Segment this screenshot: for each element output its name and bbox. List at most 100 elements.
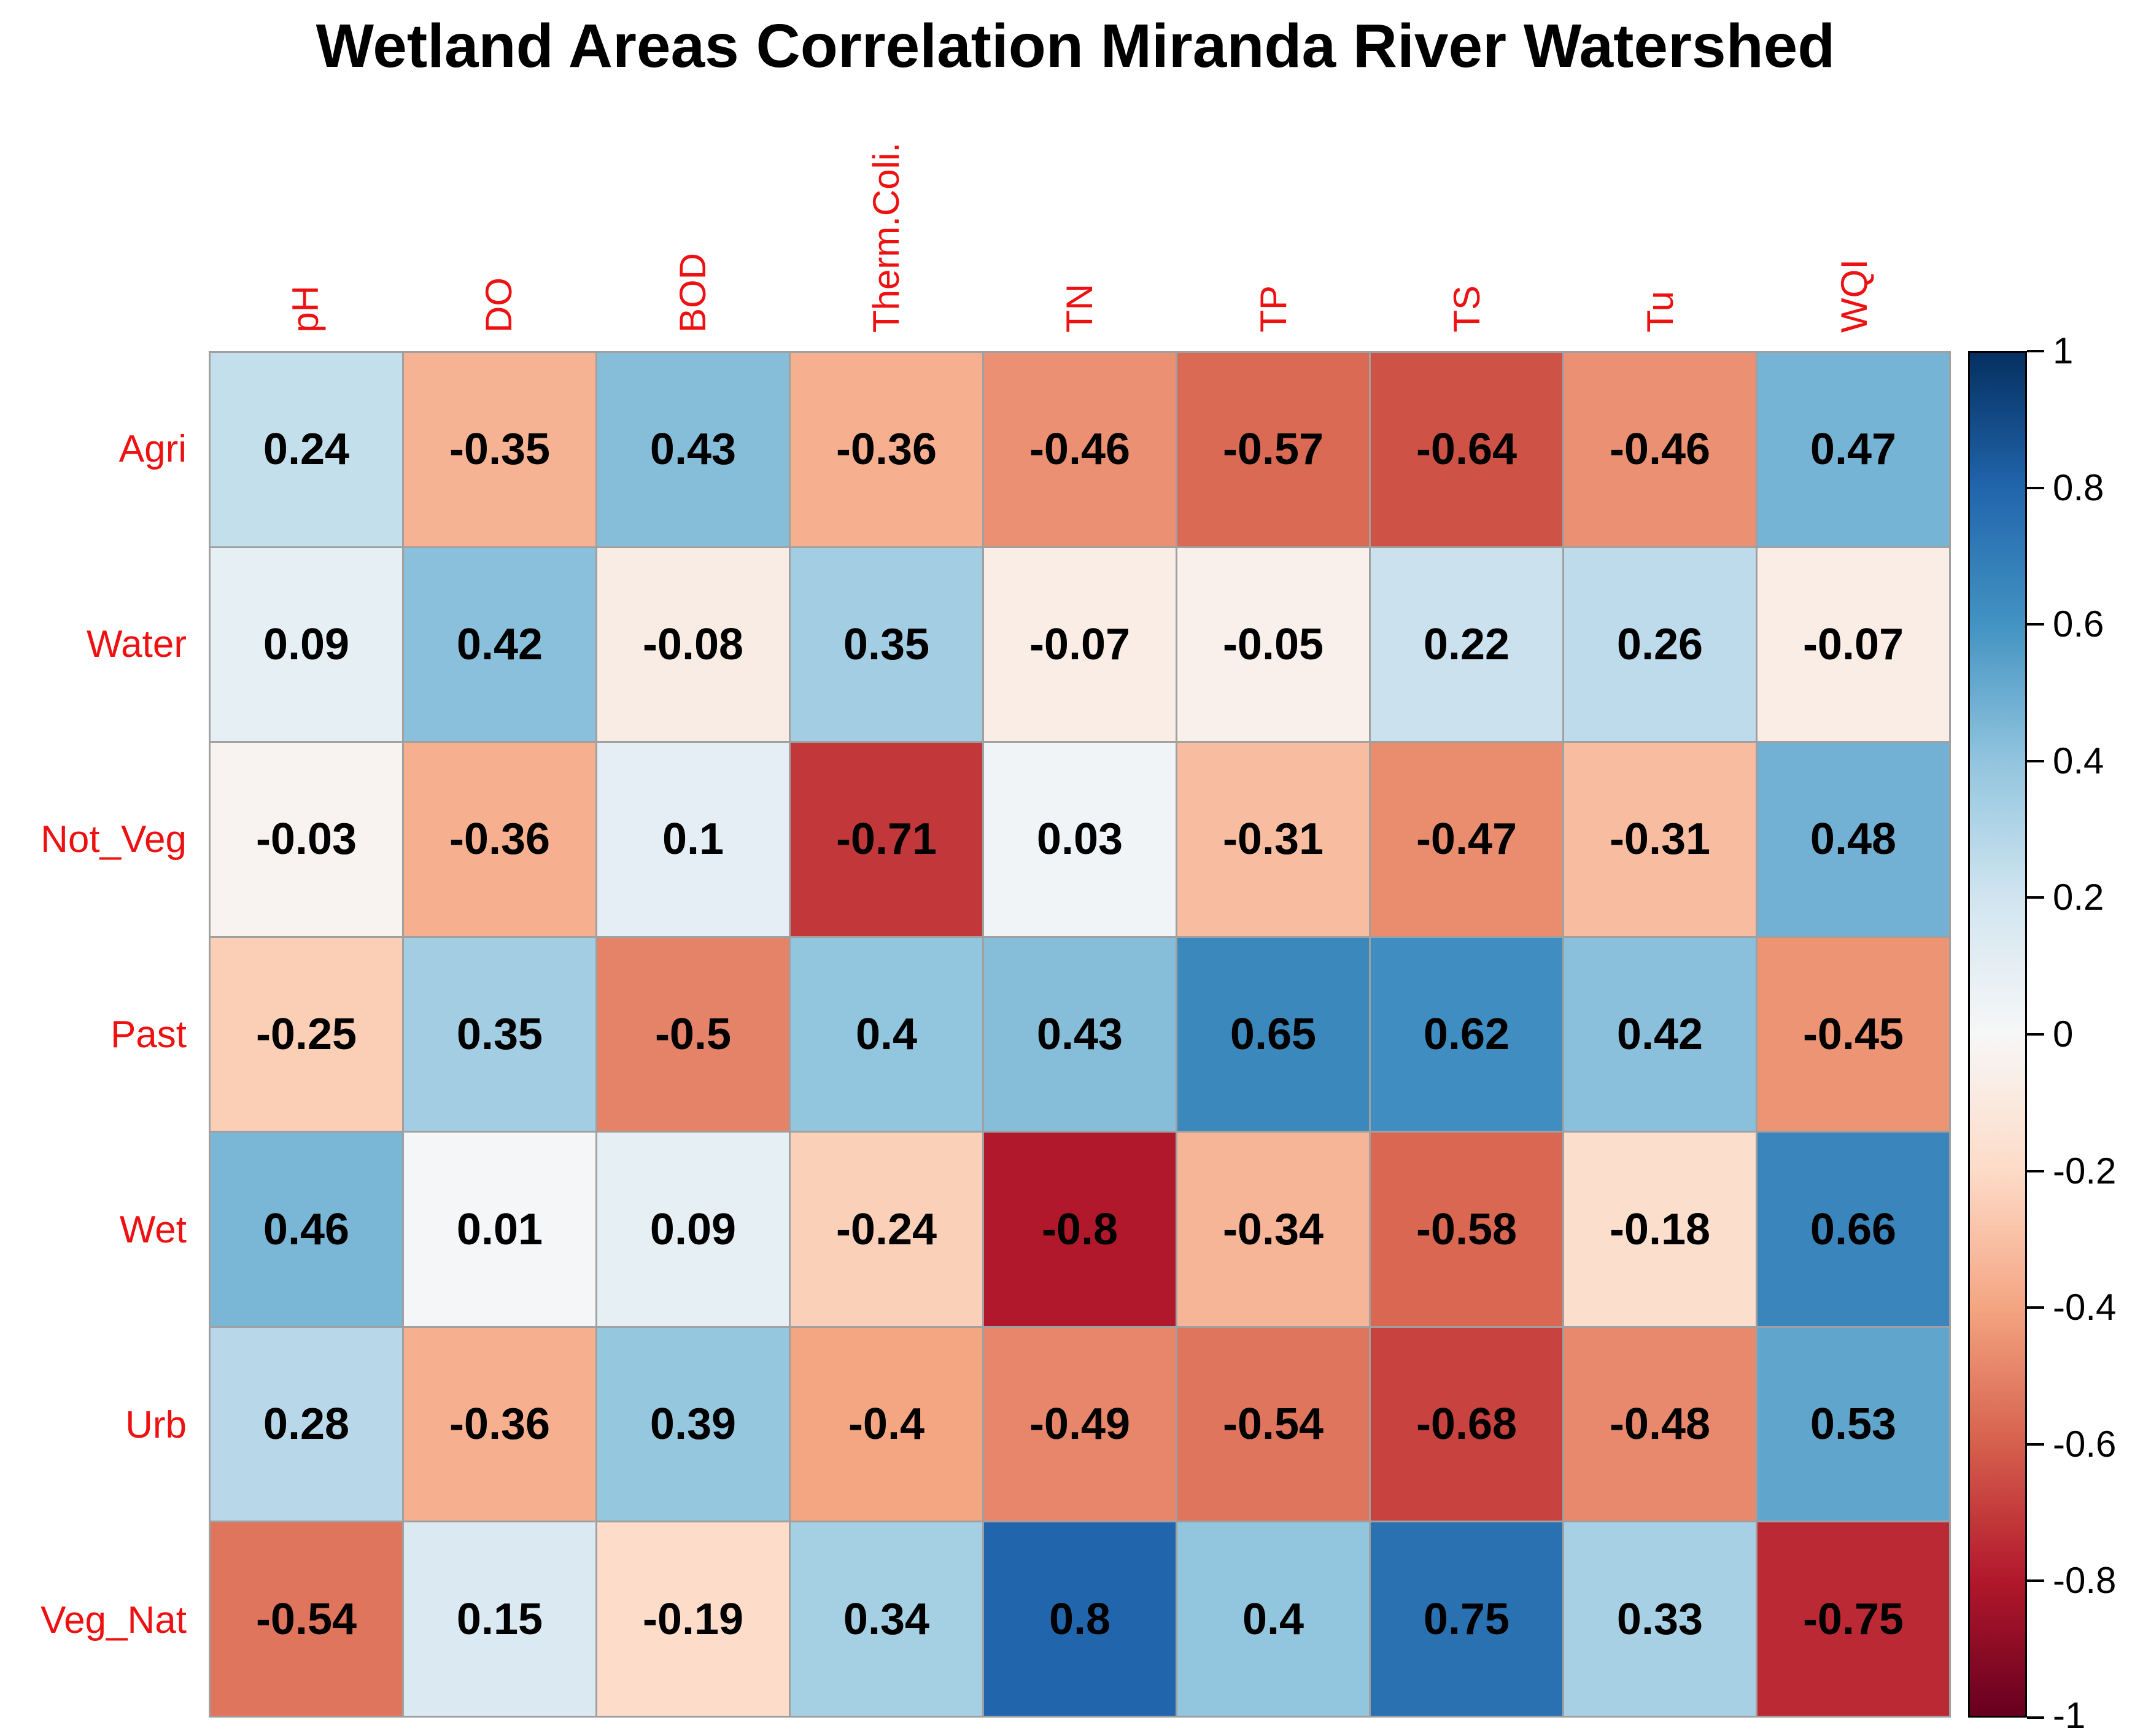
colorbar-tick-label: -0.4	[2053, 1287, 2117, 1328]
heatmap-cell: 0.09	[211, 548, 402, 742]
heatmap-cell: -0.05	[1177, 548, 1369, 742]
colorbar-tick	[2027, 623, 2044, 626]
colorbar-tick	[2027, 759, 2044, 762]
colorbar-tick-label: -0.8	[2053, 1560, 2117, 1602]
column-label-text: Therm.Coli.	[866, 142, 907, 333]
colorbar-tick	[2027, 1306, 2044, 1309]
colorbar-tick-label: 0.8	[2053, 467, 2104, 508]
heatmap-cell: 0.03	[984, 743, 1176, 936]
heatmap-cell: -0.54	[1177, 1327, 1369, 1521]
heatmap-cell: 0.8	[984, 1522, 1176, 1716]
column-label-text: Tu	[1640, 291, 1681, 333]
heatmap-cell: 0.53	[1758, 1327, 1949, 1521]
colorbar-tick-label: 0	[2053, 1013, 2074, 1055]
heatmap-cell: -0.64	[1371, 353, 1562, 546]
colorbar-tick	[2027, 1169, 2044, 1172]
colorbar-tick-label: 0.2	[2053, 877, 2104, 918]
heatmap-cell: -0.45	[1758, 937, 1949, 1131]
colorbar-tick-label: -0.6	[2053, 1423, 2117, 1465]
heatmap-cell: -0.36	[404, 743, 595, 936]
column-label-text: pH	[285, 285, 327, 333]
heatmap-cell: -0.24	[791, 1133, 982, 1326]
heatmap-cell: 0.43	[597, 353, 789, 546]
heatmap-cell: 0.4	[791, 937, 982, 1131]
colorbar-tick-label: 0.4	[2053, 740, 2104, 781]
heatmap-cell: 0.26	[1564, 548, 1756, 742]
heatmap-cell: -0.03	[211, 743, 402, 936]
column-label: Therm.Coli.	[789, 79, 983, 333]
heatmap-cell: -0.19	[597, 1522, 789, 1716]
heatmap-cell: -0.31	[1564, 743, 1756, 936]
column-label-text: TP	[1252, 285, 1294, 333]
heatmap-grid: 0.24 -0.35 0.43 -0.36 -0.46 -0.57 -0.64 -0.46 0.…	[209, 351, 1951, 1718]
colorbar-tick	[2027, 1579, 2044, 1583]
column-label-text: BOD	[672, 252, 713, 333]
heatmap-cell: -0.71	[791, 743, 982, 936]
colorbar-tick	[2027, 486, 2044, 489]
heatmap-cell: 0.33	[1564, 1522, 1756, 1716]
colorbar-tick-label: 0.6	[2053, 603, 2104, 645]
column-label-text: DO	[478, 277, 520, 333]
heatmap-cell: 0.46	[211, 1133, 402, 1326]
heatmap-cell: -0.75	[1758, 1522, 1949, 1716]
heatmap-cell: -0.18	[1564, 1133, 1756, 1326]
colorbar-tick	[2027, 896, 2044, 899]
heatmap-cell: 0.75	[1371, 1522, 1562, 1716]
column-label: BOD	[596, 79, 789, 333]
row-label: Wet	[119, 1208, 187, 1251]
column-label-text: WQI	[1833, 259, 1875, 333]
colorbar-tick-label: 1	[2053, 330, 2074, 371]
chart-title: Wetland Areas Correlation Miranda River …	[316, 12, 1835, 80]
heatmap-cell: -0.68	[1371, 1327, 1562, 1521]
heatmap-cell: 0.47	[1758, 353, 1949, 546]
colorbar-tick-label: -0.2	[2053, 1150, 2117, 1192]
heatmap-cell: -0.36	[791, 353, 982, 546]
heatmap-cell: -0.8	[984, 1133, 1176, 1326]
column-label: TS	[1370, 79, 1564, 333]
heatmap-cell: -0.5	[597, 937, 789, 1131]
colorbar	[1968, 351, 2027, 1718]
heatmap-cell: -0.57	[1177, 353, 1369, 546]
heatmap-cell: 0.42	[1564, 937, 1756, 1131]
row-label: Veg_Nat	[41, 1598, 187, 1641]
row-label: Urb	[125, 1403, 187, 1446]
column-label: Tu	[1564, 79, 1757, 333]
heatmap-cell: -0.34	[1177, 1133, 1369, 1326]
heatmap-cell: 0.4	[1177, 1522, 1369, 1716]
heatmap-cell: -0.07	[984, 548, 1176, 742]
colorbar-tick-label: -1	[2053, 1695, 2086, 1736]
heatmap-cell: 0.66	[1758, 1133, 1949, 1326]
heatmap-cell: -0.07	[1758, 548, 1949, 742]
column-label: DO	[402, 79, 595, 333]
heatmap-cell: 0.65	[1177, 937, 1369, 1131]
colorbar-tick	[2027, 350, 2044, 352]
heatmap-cell: 0.35	[404, 937, 595, 1131]
heatmap-cell: 0.34	[791, 1522, 982, 1716]
heatmap-cell: 0.28	[211, 1327, 402, 1521]
heatmap-cell: 0.62	[1371, 937, 1562, 1131]
row-label: Past	[110, 1013, 187, 1056]
column-label-text: TS	[1446, 285, 1488, 333]
heatmap-cell: -0.25	[211, 937, 402, 1131]
colorbar-tick	[2027, 1443, 2044, 1446]
colorbar-tick	[2027, 1716, 2044, 1719]
heatmap-cell: 0.15	[404, 1522, 595, 1716]
colorbar-tick	[2027, 1033, 2044, 1036]
heatmap-cell: 0.1	[597, 743, 789, 936]
heatmap-cell: -0.4	[791, 1327, 982, 1521]
column-label: pH	[209, 79, 402, 333]
heatmap-cell: -0.08	[597, 548, 789, 742]
heatmap-cell: 0.22	[1371, 548, 1562, 742]
heatmap-cell: -0.58	[1371, 1133, 1562, 1326]
heatmap-cell: -0.46	[1564, 353, 1756, 546]
column-label: WQI	[1758, 79, 1951, 333]
heatmap-cell: -0.36	[404, 1327, 595, 1521]
column-label-text: TN	[1059, 284, 1101, 333]
heatmap-cell: 0.48	[1758, 743, 1949, 936]
heatmap-cell: -0.48	[1564, 1327, 1756, 1521]
heatmap-cell: 0.24	[211, 353, 402, 546]
heatmap-cell: -0.31	[1177, 743, 1369, 936]
heatmap-cell: 0.39	[597, 1327, 789, 1521]
heatmap-cell: 0.42	[404, 548, 595, 742]
column-label: TN	[983, 79, 1176, 333]
